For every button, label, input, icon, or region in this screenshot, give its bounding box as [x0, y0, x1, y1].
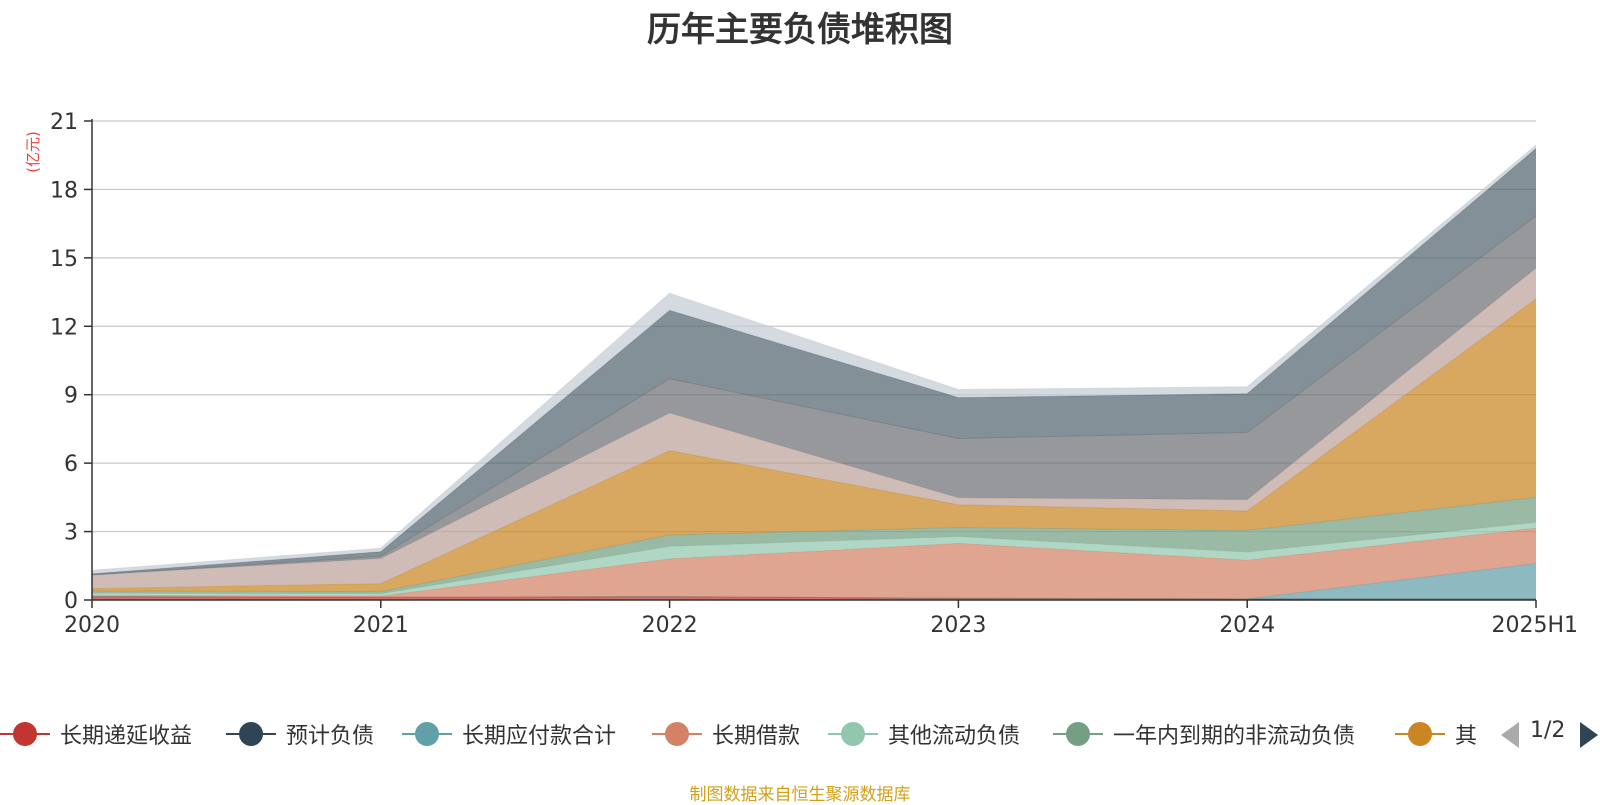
- area-series-5[interactable]: [92, 497, 1536, 594]
- area-series-3[interactable]: [92, 528, 1536, 599]
- x-tick-label: 2022: [642, 613, 698, 638]
- legend-item[interactable]: 其他流动负债: [828, 714, 1020, 754]
- area-series-9[interactable]: [92, 148, 1536, 575]
- y-tick-label: 21: [50, 110, 78, 135]
- legend-item[interactable]: 长期递延收益: [0, 714, 192, 754]
- x-tick-label: 2023: [930, 613, 986, 638]
- legend-swatch-icon: [652, 721, 702, 747]
- y-tick-label: 9: [64, 384, 78, 409]
- legend-prev-page-icon[interactable]: [1501, 722, 1519, 748]
- legend-swatch-icon: [1053, 721, 1103, 747]
- legend-item[interactable]: 长期应付款合计: [402, 714, 616, 754]
- legend-label: 长期递延收益: [60, 724, 193, 749]
- axes: 0 3 6 9 12 15 18 21 2020 2021 2022 2023 2024 2025H1: [50, 110, 1578, 638]
- legend-swatch-icon: [828, 721, 878, 747]
- legend-label: 预计负债: [286, 724, 375, 749]
- chart-title: 历年主要负债堆积图: [647, 10, 953, 50]
- y-tick-label: 0: [64, 589, 78, 614]
- legend-swatch-icon: [0, 721, 50, 747]
- y-tick-label: 6: [64, 452, 78, 477]
- area-series-7[interactable]: [92, 268, 1536, 589]
- y-tick-label: 12: [50, 315, 78, 340]
- area-series-4[interactable]: [92, 522, 1536, 597]
- area-chart: 0 3 6 9 12 15 18 21 2020 2021 2022 2023 2024 2025H1: [50, 110, 1578, 638]
- legend-page-indicator: 1/2: [1530, 718, 1566, 743]
- x-tick-label: 2025H1: [1491, 613, 1578, 638]
- legend-label: 其他流动负债: [888, 724, 1021, 749]
- legend: 长期递延收益 预计负债 长期应付款合计 长期借款 其他流动负债 一年内到期的非流动负债 其: [0, 714, 1600, 754]
- x-tick-label: 2024: [1219, 613, 1275, 638]
- x-tick-label: 2021: [353, 613, 409, 638]
- legend-swatch-icon: [226, 721, 276, 747]
- x-tick-label: 2020: [64, 613, 120, 638]
- legend-swatch-icon: [1395, 721, 1445, 747]
- legend-label: 长期应付款合计: [462, 724, 617, 749]
- y-tick-label: 15: [50, 247, 78, 272]
- area-series-6[interactable]: [92, 298, 1536, 592]
- legend-label: 长期借款: [712, 724, 801, 749]
- legend-item[interactable]: 其: [1395, 714, 1477, 754]
- y-tick-label: 3: [64, 521, 78, 546]
- stacked-areas: [91, 144, 1537, 600]
- area-series-8[interactable]: [92, 215, 1536, 575]
- legend-next-page-icon[interactable]: [1580, 722, 1598, 748]
- legend-swatch-icon: [402, 721, 452, 747]
- legend-label: 其: [1455, 724, 1478, 749]
- legend-label: 一年内到期的非流动负债: [1113, 724, 1356, 749]
- legend-item[interactable]: 一年内到期的非流动负债: [1053, 714, 1355, 754]
- y-tick-label: 18: [50, 178, 78, 203]
- legend-item[interactable]: 预计负债: [226, 714, 374, 754]
- area-series-edge-10: [91, 144, 1537, 571]
- area-series-2[interactable]: [92, 563, 1536, 599]
- source-note: 制图数据来自恒生聚源数据库: [689, 785, 911, 805]
- legend-item[interactable]: 长期借款: [652, 714, 800, 754]
